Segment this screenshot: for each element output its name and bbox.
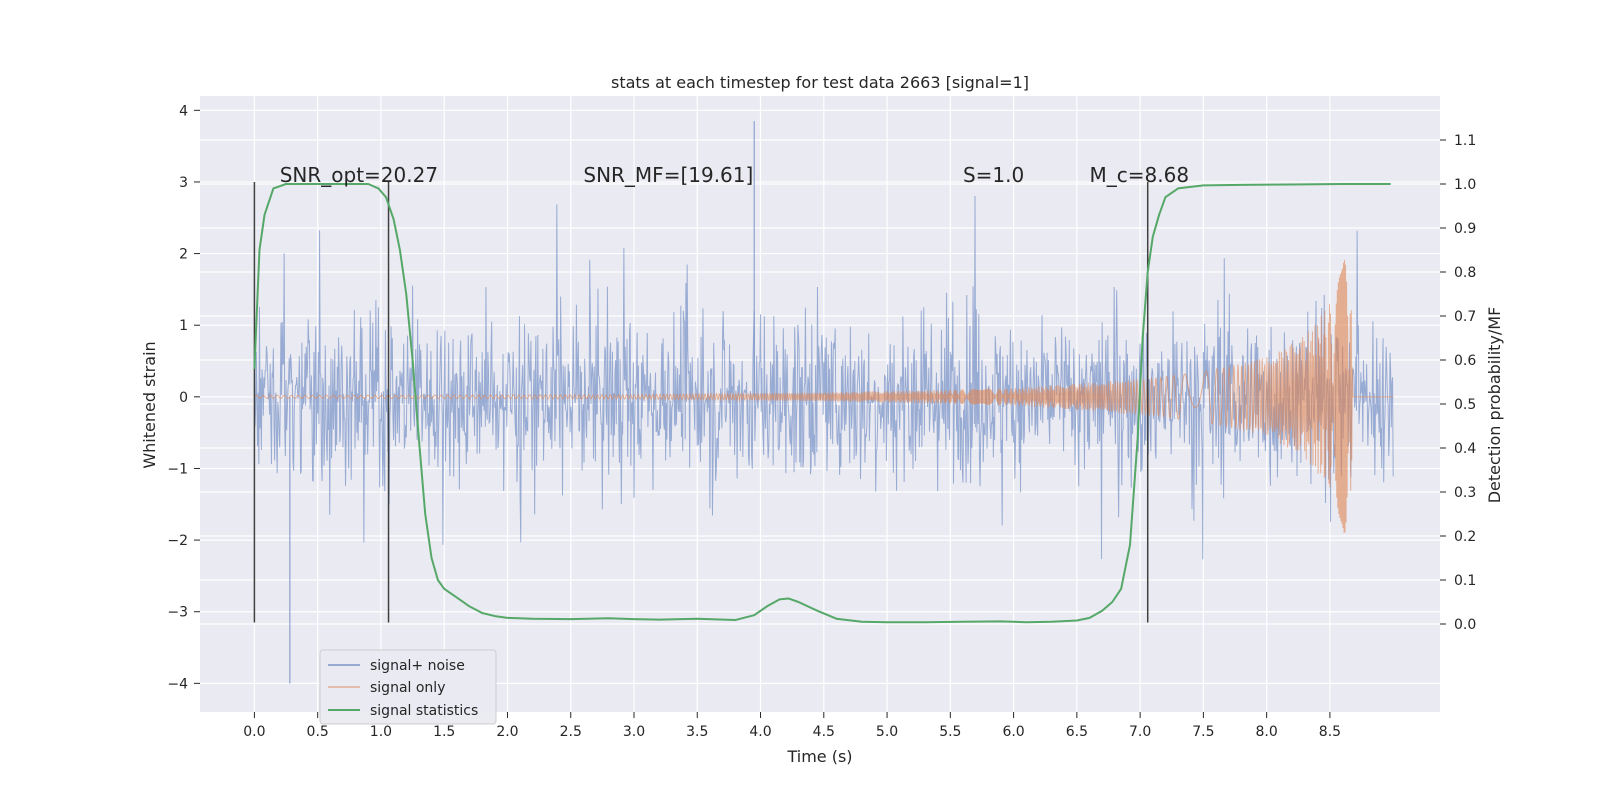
noise-line: [253, 195, 1394, 560]
y-left-tick-label: −2: [167, 533, 188, 549]
legend-label-noise: signal+ noise: [370, 658, 465, 674]
legend: signal+ noise signal only signal statist…: [319, 649, 497, 725]
legend-label-statistics: signal statistics: [370, 703, 478, 719]
statistics-line: [253, 183, 1391, 624]
y-left-tick-label: −3: [167, 605, 188, 621]
x-tick-label: 7.5: [1192, 724, 1214, 740]
y-right-tick-label: 0.8: [1454, 265, 1476, 281]
y-right-tick-label: 0.7: [1454, 309, 1476, 325]
x-tick-label: 5.5: [939, 724, 961, 740]
x-tick-label: 5.0: [876, 724, 898, 740]
signal-line: [254, 260, 1394, 533]
y-axis-label-right: Detection probability/MF: [1485, 307, 1504, 504]
annotation: SNR_MF=[19.61]: [583, 163, 753, 187]
y-left-tick-label: 2: [179, 247, 188, 263]
y-right-tick-label: 0.1: [1454, 573, 1476, 589]
x-tick-label: 1.5: [433, 724, 455, 740]
annotation: SNR_opt=20.27: [280, 163, 438, 187]
x-tick-label: 6.0: [1002, 724, 1024, 740]
x-tick-label: 3.0: [623, 724, 645, 740]
ticks: 0.0 0.5 1.0 1.5 2.0 2.5 3.0 3.5 4.0 4.5 5.0 5.5 6.0 6…: [167, 103, 1476, 740]
y-right-tick-label: 0.5: [1454, 397, 1476, 413]
signal-noise-series: [253, 121, 1394, 684]
y-left-tick-label: 1: [179, 318, 188, 334]
x-tick-label: 8.0: [1256, 724, 1278, 740]
x-tick-label: 4.0: [749, 724, 771, 740]
signal-statistics-series: [253, 183, 1391, 624]
annotation: S=1.0: [963, 163, 1024, 187]
y-left-tick-label: 0: [179, 390, 188, 406]
annotation: M_c=8.68: [1090, 163, 1190, 187]
y-left-tick-label: 4: [179, 103, 188, 119]
y-right-tick-label: 0.6: [1454, 353, 1476, 369]
y-right-tick-label: 1.1: [1454, 133, 1476, 149]
x-tick-label: 4.5: [813, 724, 835, 740]
y-right-tick-label: 0.4: [1454, 441, 1476, 457]
x-tick-label: 0.0: [243, 724, 265, 740]
signal-only-series: [254, 260, 1394, 533]
annotations: SNR_opt=20.27 SNR_MF=[19.61] S=1.0 M_c=8.68: [280, 163, 1189, 187]
y-right-tick-label: 0.9: [1454, 221, 1476, 237]
x-tick-label: 8.5: [1319, 724, 1341, 740]
y-right-tick-label: 0.2: [1454, 529, 1476, 545]
y-right-tick-label: 0.0: [1454, 617, 1476, 633]
x-tick-label: 2.0: [496, 724, 518, 740]
x-axis-label: Time (s): [786, 747, 852, 766]
vertical-markers: [253, 181, 1149, 623]
y-left-tick-label: −4: [167, 676, 188, 692]
x-tick-label: 0.5: [307, 724, 329, 740]
x-tick-label: 1.0: [370, 724, 392, 740]
y-right-tick-label: 0.3: [1454, 485, 1476, 501]
legend-box: [319, 649, 497, 725]
legend-label-signal: signal only: [370, 680, 445, 696]
chart-title: stats at each timestep for test data 266…: [611, 73, 1029, 92]
y-left-tick-label: −1: [167, 461, 188, 477]
y-axis-label-left: Whitened strain: [140, 341, 159, 468]
x-tick-label: 7.0: [1129, 724, 1151, 740]
x-tick-label: 3.5: [686, 724, 708, 740]
x-tick-label: 6.5: [1066, 724, 1088, 740]
x-tick-label: 2.5: [560, 724, 582, 740]
y-right-tick-label: 1.0: [1454, 177, 1476, 193]
y-left-tick-label: 3: [179, 175, 188, 191]
